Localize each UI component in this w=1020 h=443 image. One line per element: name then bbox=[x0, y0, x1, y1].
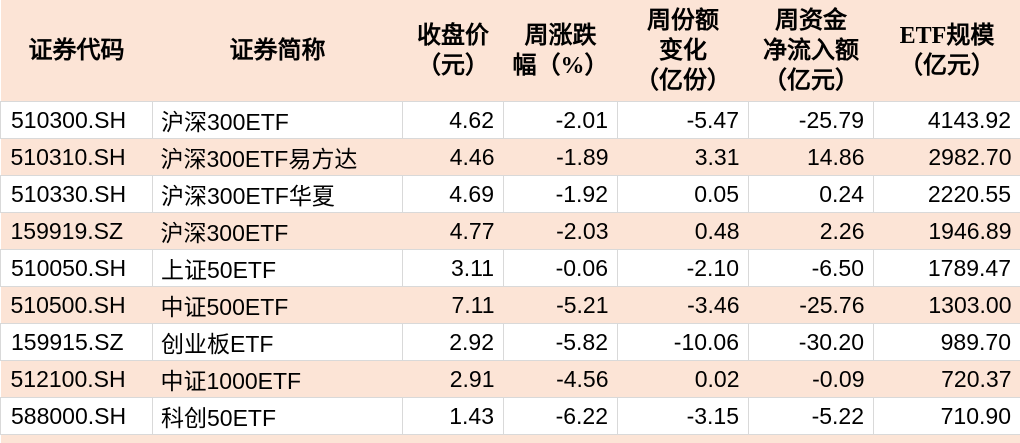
cell-code: 159919.SZ bbox=[0, 212, 153, 250]
cell-net-inflow: -10.81 bbox=[748, 434, 874, 443]
cell-scale: 989.70 bbox=[873, 323, 1020, 361]
cell-share-chg: -5.47 bbox=[617, 101, 749, 139]
col-header-name: 证券简称 bbox=[152, 0, 403, 102]
cell-name: 沪深300ETF bbox=[152, 212, 403, 250]
cell-name: 创业板ETF bbox=[152, 323, 403, 361]
cell-name: 中证1000ETF bbox=[152, 360, 403, 398]
cell-change-pct: -5.21 bbox=[503, 286, 618, 324]
table-row: 510300.SH 沪深300ETF 4.62 -2.01 -5.47 -25.… bbox=[0, 101, 1020, 139]
cell-code: 588000.SH bbox=[0, 397, 153, 435]
table-header: 证券代码 证券简称 收盘价 （元） 周涨跌 幅（%） 周份额 变化 （亿份） 周… bbox=[0, 0, 1020, 102]
cell-name: 中证500ETF bbox=[152, 286, 403, 324]
cell-close: 1.43 bbox=[402, 397, 504, 435]
table-body: 510300.SH 沪深300ETF 4.62 -2.01 -5.47 -25.… bbox=[0, 101, 1020, 443]
cell-scale: 692.91 bbox=[873, 434, 1020, 443]
cell-share-chg: -3.15 bbox=[617, 397, 749, 435]
cell-share-chg: 0.05 bbox=[617, 175, 749, 213]
table-row: 512100.SH 中证1000ETF 2.91 -4.56 0.02 -0.0… bbox=[0, 360, 1020, 398]
col-header-code: 证券代码 bbox=[0, 0, 153, 102]
table-row: 159915.SZ 创业板ETF 2.92 -5.82 -10.06 -30.2… bbox=[0, 323, 1020, 361]
cell-code: 510500.SH bbox=[0, 286, 153, 324]
cell-share-chg: -10.06 bbox=[617, 323, 749, 361]
cell-net-inflow: -0.09 bbox=[748, 360, 874, 398]
cell-net-inflow: -30.20 bbox=[748, 323, 874, 361]
cell-name: 科创50ETF bbox=[152, 397, 403, 435]
cell-change-pct: -1.92 bbox=[503, 175, 618, 213]
cell-change-pct: -6.22 bbox=[503, 397, 618, 435]
cell-close: 4.77 bbox=[402, 212, 504, 250]
col-header-change-pct: 周涨跌 幅（%） bbox=[503, 0, 618, 102]
cell-share-chg: -2.10 bbox=[617, 249, 749, 287]
table-row: 510310.SH 沪深300ETF易方达 4.46 -1.89 3.31 14… bbox=[0, 138, 1020, 176]
cell-scale: 1789.47 bbox=[873, 249, 1020, 287]
cell-name: 沪深300ETF bbox=[152, 101, 403, 139]
cell-code: 512100.SH bbox=[0, 360, 153, 398]
cell-close: 2.91 bbox=[402, 360, 504, 398]
cell-scale: 720.37 bbox=[873, 360, 1020, 398]
header-row: 证券代码 证券简称 收盘价 （元） 周涨跌 幅（%） 周份额 变化 （亿份） 周… bbox=[0, 0, 1020, 102]
cell-close: 1.39 bbox=[402, 434, 504, 443]
cell-name: 沪深300ETF易方达 bbox=[152, 138, 403, 176]
cell-code: 588080.SH bbox=[0, 434, 153, 443]
table-row: 588080.SH 科创板50ETF 1.39 -6.44 -7.59 -10.… bbox=[0, 434, 1020, 443]
cell-close: 2.92 bbox=[402, 323, 504, 361]
cell-close: 4.69 bbox=[402, 175, 504, 213]
cell-change-pct: -2.03 bbox=[503, 212, 618, 250]
cell-net-inflow: -6.50 bbox=[748, 249, 874, 287]
cell-net-inflow: -5.22 bbox=[748, 397, 874, 435]
cell-net-inflow: 0.24 bbox=[748, 175, 874, 213]
cell-change-pct: -4.56 bbox=[503, 360, 618, 398]
cell-change-pct: -6.44 bbox=[503, 434, 618, 443]
cell-scale: 710.90 bbox=[873, 397, 1020, 435]
cell-scale: 2220.55 bbox=[873, 175, 1020, 213]
col-header-close: 收盘价 （元） bbox=[402, 0, 504, 102]
col-header-net-inflow: 周资金 净流入额 （亿元） bbox=[748, 0, 874, 102]
table-row: 510330.SH 沪深300ETF华夏 4.69 -1.92 0.05 0.2… bbox=[0, 175, 1020, 213]
cell-code: 510310.SH bbox=[0, 138, 153, 176]
cell-scale: 2982.70 bbox=[873, 138, 1020, 176]
cell-code: 159915.SZ bbox=[0, 323, 153, 361]
cell-close: 4.46 bbox=[402, 138, 504, 176]
cell-share-chg: 3.31 bbox=[617, 138, 749, 176]
cell-net-inflow: -25.79 bbox=[748, 101, 874, 139]
cell-name: 上证50ETF bbox=[152, 249, 403, 287]
cell-scale: 1303.00 bbox=[873, 286, 1020, 324]
cell-share-chg: -3.46 bbox=[617, 286, 749, 324]
col-header-scale: ETF规模 （亿元） bbox=[873, 0, 1020, 102]
cell-net-inflow: 14.86 bbox=[748, 138, 874, 176]
cell-share-chg: -7.59 bbox=[617, 434, 749, 443]
table-row: 159919.SZ 沪深300ETF 4.77 -2.03 0.48 2.26 … bbox=[0, 212, 1020, 250]
table-row: 588000.SH 科创50ETF 1.43 -6.22 -3.15 -5.22… bbox=[0, 397, 1020, 435]
col-header-share-chg: 周份额 变化 （亿份） bbox=[617, 0, 749, 102]
cell-change-pct: -1.89 bbox=[503, 138, 618, 176]
cell-name: 科创板50ETF bbox=[152, 434, 403, 443]
cell-code: 510330.SH bbox=[0, 175, 153, 213]
cell-close: 3.11 bbox=[402, 249, 504, 287]
cell-share-chg: 0.48 bbox=[617, 212, 749, 250]
cell-code: 510300.SH bbox=[0, 101, 153, 139]
cell-close: 4.62 bbox=[402, 101, 504, 139]
cell-name: 沪深300ETF华夏 bbox=[152, 175, 403, 213]
cell-share-chg: 0.02 bbox=[617, 360, 749, 398]
cell-net-inflow: 2.26 bbox=[748, 212, 874, 250]
cell-change-pct: -0.06 bbox=[503, 249, 618, 287]
table-row: 510500.SH 中证500ETF 7.11 -5.21 -3.46 -25.… bbox=[0, 286, 1020, 324]
cell-change-pct: -5.82 bbox=[503, 323, 618, 361]
cell-code: 510050.SH bbox=[0, 249, 153, 287]
cell-net-inflow: -25.76 bbox=[748, 286, 874, 324]
cell-scale: 4143.92 bbox=[873, 101, 1020, 139]
cell-scale: 1946.89 bbox=[873, 212, 1020, 250]
cell-change-pct: -2.01 bbox=[503, 101, 618, 139]
table-row: 510050.SH 上证50ETF 3.11 -0.06 -2.10 -6.50… bbox=[0, 249, 1020, 287]
cell-close: 7.11 bbox=[402, 286, 504, 324]
